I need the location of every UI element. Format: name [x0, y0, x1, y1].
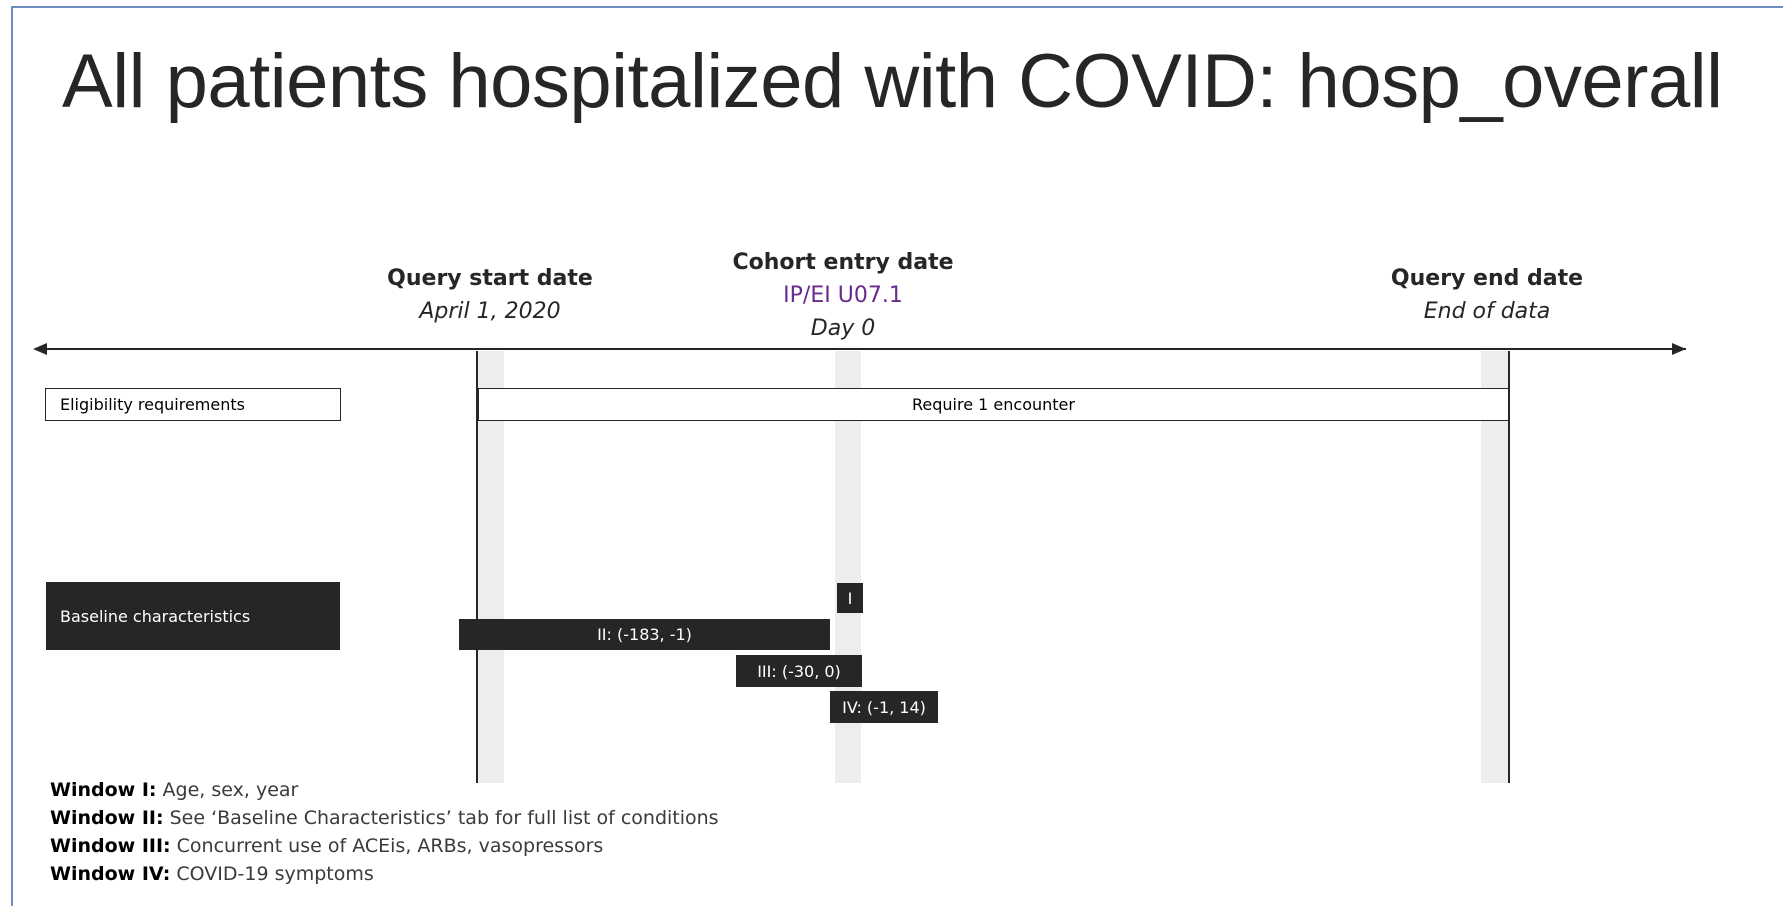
arrow-right-icon — [1672, 343, 1686, 355]
window-note-iii-key: Window III: — [50, 835, 171, 857]
require-encounter-label: Require 1 encounter — [912, 395, 1075, 414]
window-note-ii: Window II: See ‘Baseline Characteristics… — [50, 804, 719, 832]
query-start-heading: Query start date — [387, 266, 593, 291]
window-ii-bar: II: (-183, -1) — [459, 619, 830, 650]
window-iii-bar: III: (-30, 0) — [736, 655, 862, 687]
cohort-entry-heading: Cohort entry date — [732, 250, 954, 275]
query-end-heading: Query end date — [1390, 266, 1584, 291]
cohort-entry-day: Day 0 — [810, 316, 876, 341]
slide-title: All patients hospitalized with COVID: ho… — [62, 39, 1723, 124]
baseline-characteristics-label: Baseline characteristics — [60, 606, 251, 626]
window-note-ii-key: Window II: — [50, 807, 164, 829]
baseline-characteristics-box: Baseline characteristics — [46, 582, 340, 650]
query-end-line — [1508, 351, 1510, 783]
window-note-iii-text: Concurrent use of ACEis, ARBs, vasopress… — [170, 835, 604, 857]
window-note-ii-text: See ‘Baseline Characteristics’ tab for f… — [163, 807, 719, 829]
window-note-iv-text: COVID-19 symptoms — [170, 863, 374, 885]
window-iii-label: III: (-30, 0) — [757, 661, 841, 681]
window-note-iii: Window III: Concurrent use of ACEis, ARB… — [50, 832, 719, 860]
window-i-label: I — [847, 588, 853, 608]
window-iv-bar: IV: (-1, 14) — [830, 691, 938, 723]
eligibility-requirements-box: Eligibility requirements — [45, 388, 341, 421]
window-note-iv: Window IV: COVID-19 symptoms — [50, 860, 719, 888]
window-ii-label: II: (-183, -1) — [597, 625, 692, 644]
query-end-value: End of data — [1423, 299, 1551, 324]
arrow-left-icon — [33, 343, 47, 355]
query-end-column — [1481, 351, 1509, 783]
query-start-value: April 1, 2020 — [419, 299, 561, 324]
window-note-i-key: Window I: — [50, 779, 157, 801]
query-start-column — [478, 351, 504, 783]
window-notes: Window I: Age, sex, year Window II: See … — [50, 776, 719, 888]
cohort-entry-date-label: Cohort entry date IP/EI U07.1 Day 0 — [732, 246, 953, 345]
window-i-bar: I — [837, 583, 863, 613]
window-note-i: Window I: Age, sex, year — [50, 776, 719, 804]
query-end-date-label: Query end date End of data — [1391, 262, 1583, 328]
window-iv-label: IV: (-1, 14) — [842, 697, 926, 717]
query-start-line — [476, 351, 478, 783]
eligibility-requirements-label: Eligibility requirements — [60, 395, 245, 414]
slide-frame — [11, 6, 1783, 906]
require-encounter-bar: Require 1 encounter — [478, 388, 1509, 421]
window-note-i-text: Age, sex, year — [156, 779, 299, 801]
cohort-entry-code: IP/EI U07.1 — [783, 283, 903, 308]
window-note-iv-key: Window IV: — [50, 863, 171, 885]
timeline-axis — [36, 348, 1686, 350]
query-start-date-label: Query start date April 1, 2020 — [387, 262, 593, 328]
